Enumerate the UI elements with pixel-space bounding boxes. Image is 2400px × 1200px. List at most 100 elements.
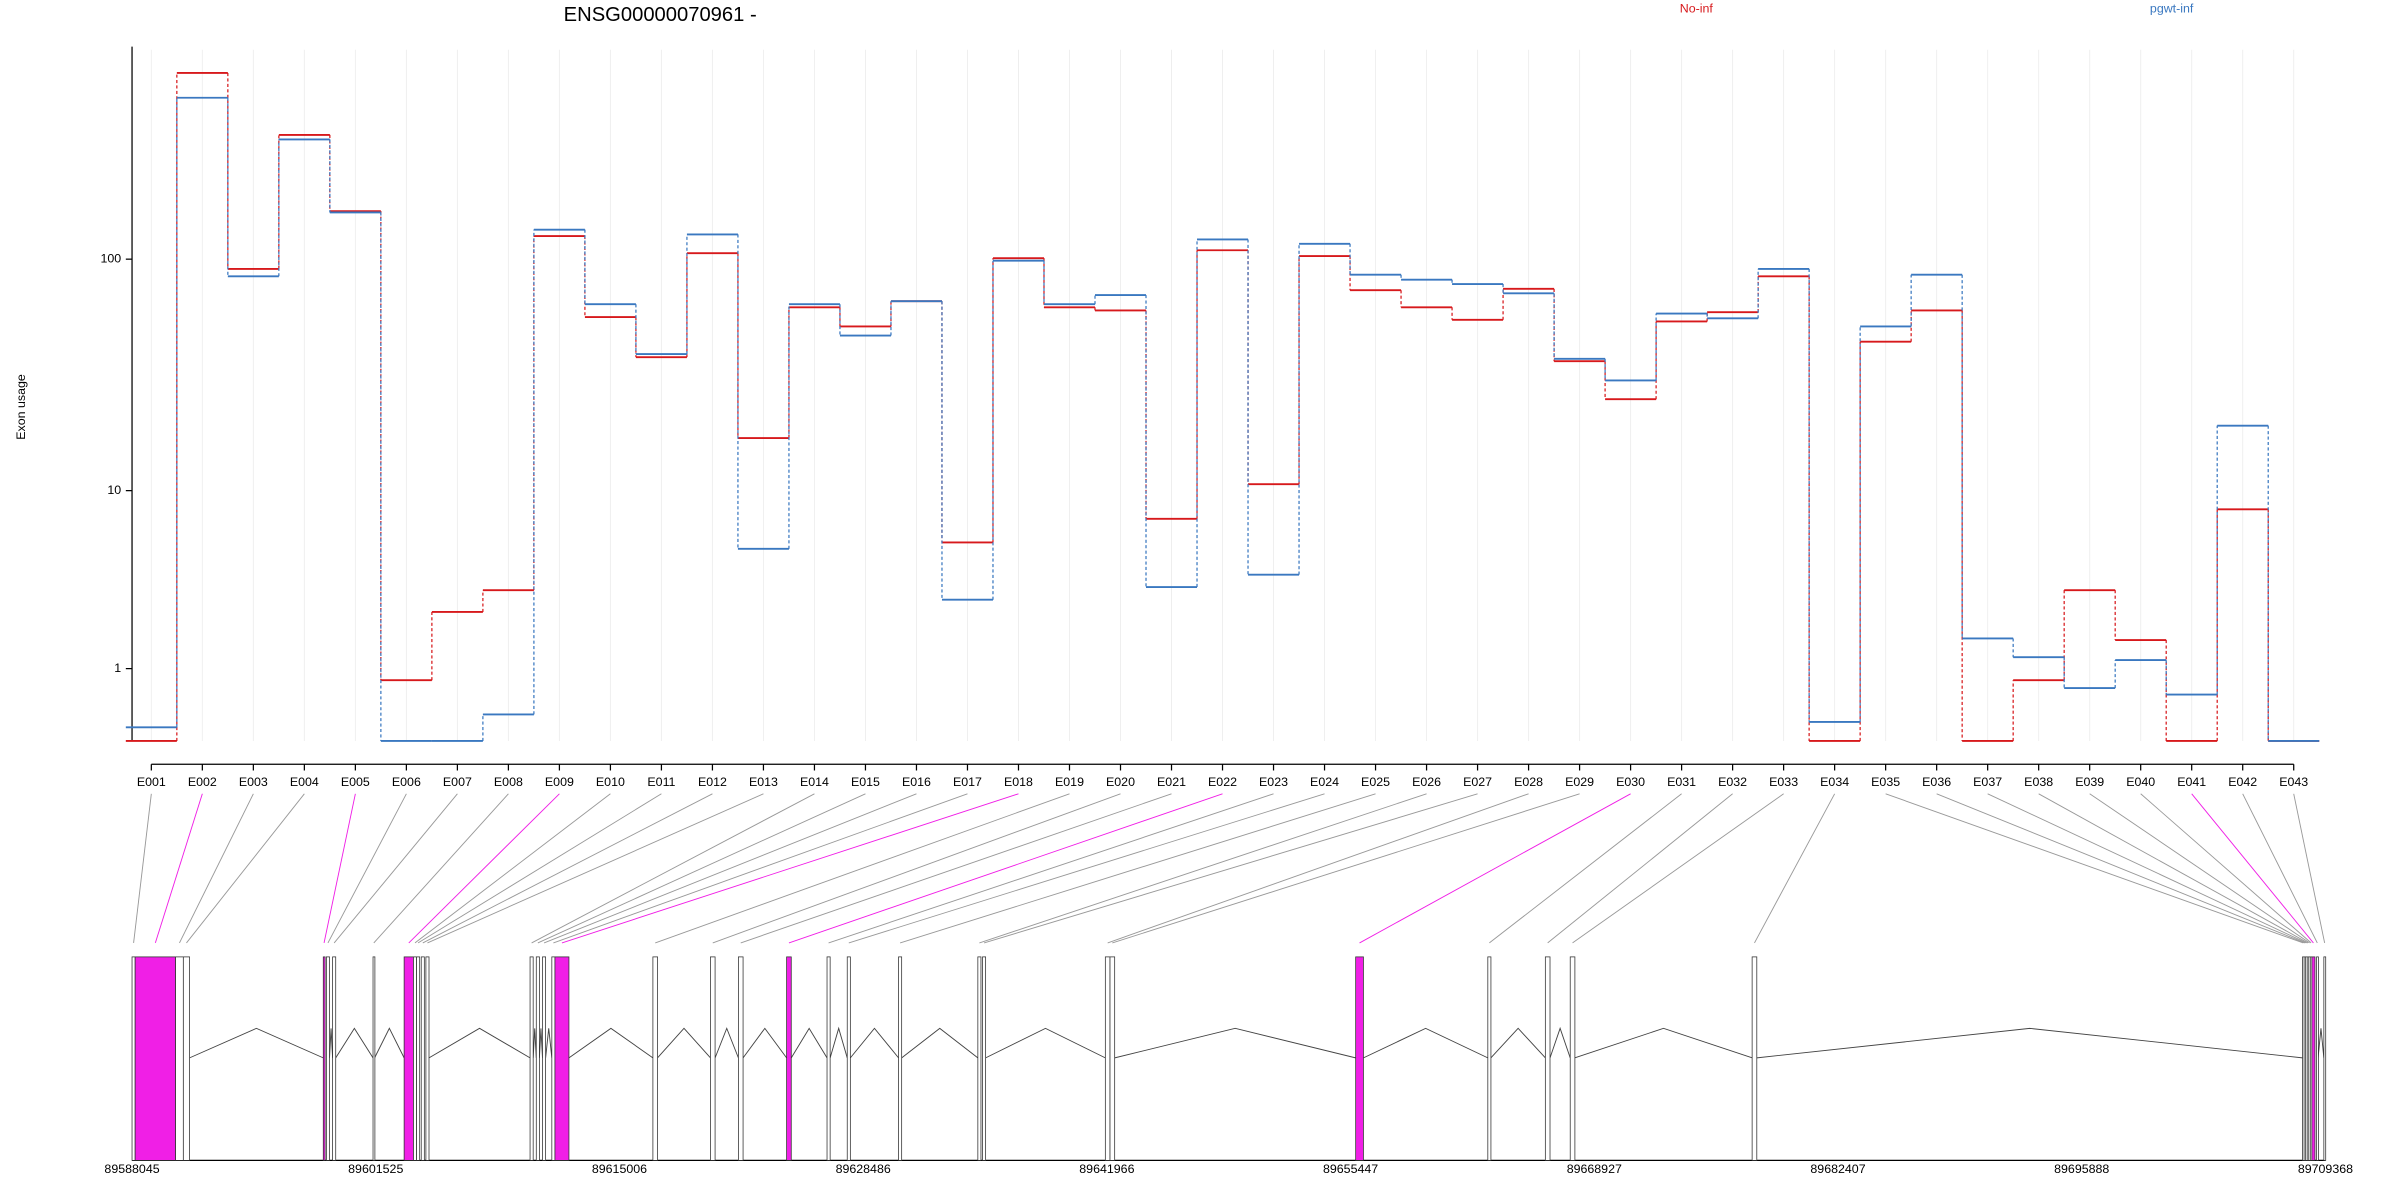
exon <box>554 956 570 1161</box>
exon-link <box>327 793 407 944</box>
exon-link <box>373 793 509 944</box>
exon-link <box>408 793 560 944</box>
genome-tick-label: 89709368 <box>2298 1162 2353 1176</box>
exon-link <box>417 793 662 944</box>
intron <box>714 1027 739 1059</box>
x-tick-label: E042 <box>2228 775 2257 789</box>
x-tick-label: E025 <box>1361 775 1390 789</box>
exon <box>1109 956 1116 1161</box>
exon <box>332 956 337 1161</box>
exon <box>325 956 330 1161</box>
exon <box>1751 956 1758 1161</box>
x-tick-label: E024 <box>1310 775 1339 789</box>
intron <box>538 1028 543 1058</box>
x-tick-label: E005 <box>341 775 370 789</box>
exon-link <box>186 793 305 944</box>
exon <box>1487 956 1492 1161</box>
exon-link <box>655 793 1070 944</box>
exon-link <box>543 793 917 944</box>
exon-link <box>154 793 203 944</box>
exon <box>322 956 326 1161</box>
exon-link <box>1754 793 1836 944</box>
intron <box>829 1026 848 1058</box>
exon <box>786 956 792 1161</box>
exon-link <box>323 793 356 944</box>
x-tick-label: E034 <box>1820 775 1849 789</box>
intron <box>428 1027 531 1059</box>
x-tick-label: E036 <box>1922 775 1951 789</box>
intron <box>1574 1027 1753 1059</box>
x-tick-label: E043 <box>2279 775 2308 789</box>
genome-tick-label: 89588045 <box>104 1162 159 1176</box>
exon <box>826 956 831 1161</box>
genome-tick-label: 89655447 <box>1323 1162 1378 1176</box>
intron <box>849 1027 899 1059</box>
x-tick-label: E010 <box>596 775 625 789</box>
exon <box>982 956 987 1161</box>
exon <box>420 956 425 1161</box>
intron <box>329 1028 334 1058</box>
exon <box>846 956 851 1161</box>
intron <box>742 1027 787 1059</box>
exon-link <box>1112 793 1580 944</box>
x-tick-label: E006 <box>392 775 421 789</box>
x-tick-label: E035 <box>1871 775 1900 789</box>
y-tick-label: 1 <box>114 661 121 675</box>
x-tick-label: E019 <box>1055 775 1084 789</box>
x-tick-label: E023 <box>1259 775 1288 789</box>
exon-link <box>2089 793 2310 944</box>
intron <box>335 1027 374 1059</box>
intron <box>1490 1027 1546 1059</box>
exon <box>529 956 534 1161</box>
x-tick-label: E007 <box>443 775 472 789</box>
x-tick-label: E004 <box>290 775 319 789</box>
exon <box>2311 956 2316 1161</box>
exon-link <box>979 793 1427 944</box>
exon <box>1544 956 1551 1161</box>
intron <box>545 1028 553 1058</box>
exon-link <box>333 793 458 944</box>
exon <box>425 956 430 1161</box>
exon-link <box>1107 793 1529 944</box>
exon-link <box>2293 793 2326 944</box>
exon-link <box>414 793 611 944</box>
x-tick-label: E017 <box>953 775 982 789</box>
exon-link <box>1885 793 2304 944</box>
genome-tick-label: 89682407 <box>1810 1162 1865 1176</box>
x-tick-label: E016 <box>902 775 931 789</box>
exon-link <box>740 793 1172 944</box>
intron <box>1756 1027 2303 1059</box>
intron <box>1549 1026 1571 1059</box>
x-tick-label: E018 <box>1004 775 1033 789</box>
x-tick-label: E001 <box>137 775 166 789</box>
exon-link <box>531 793 815 944</box>
x-tick-label: E039 <box>2075 775 2104 789</box>
x-tick-label: E015 <box>851 775 880 789</box>
x-tick-label: E002 <box>188 775 217 789</box>
x-tick-label: E031 <box>1667 775 1696 789</box>
genome-tick-label: 89615006 <box>592 1162 647 1176</box>
x-tick-label: E026 <box>1412 775 1441 789</box>
exon-link <box>1547 793 1733 944</box>
exon <box>372 956 376 1161</box>
x-tick-label: E011 <box>647 775 675 789</box>
legend-label: No-inf <box>1680 2 1714 16</box>
x-tick-label: E030 <box>1616 775 1645 789</box>
exon <box>652 956 658 1161</box>
genome-tick-label: 89601525 <box>348 1162 403 1176</box>
x-tick-label: E014 <box>800 775 829 789</box>
exon <box>413 956 417 1161</box>
x-tick-label: E041 <box>2177 775 2206 789</box>
intron <box>374 1027 405 1059</box>
x-tick-label: E032 <box>1718 775 1747 789</box>
intron <box>790 1027 828 1059</box>
exon-link <box>899 793 1376 944</box>
x-tick-label: E033 <box>1769 775 1798 789</box>
exon-link <box>848 793 1325 944</box>
exon-link <box>1987 793 2307 944</box>
exon <box>134 956 176 1161</box>
x-tick-label: E029 <box>1565 775 1594 789</box>
exon <box>175 956 184 1161</box>
